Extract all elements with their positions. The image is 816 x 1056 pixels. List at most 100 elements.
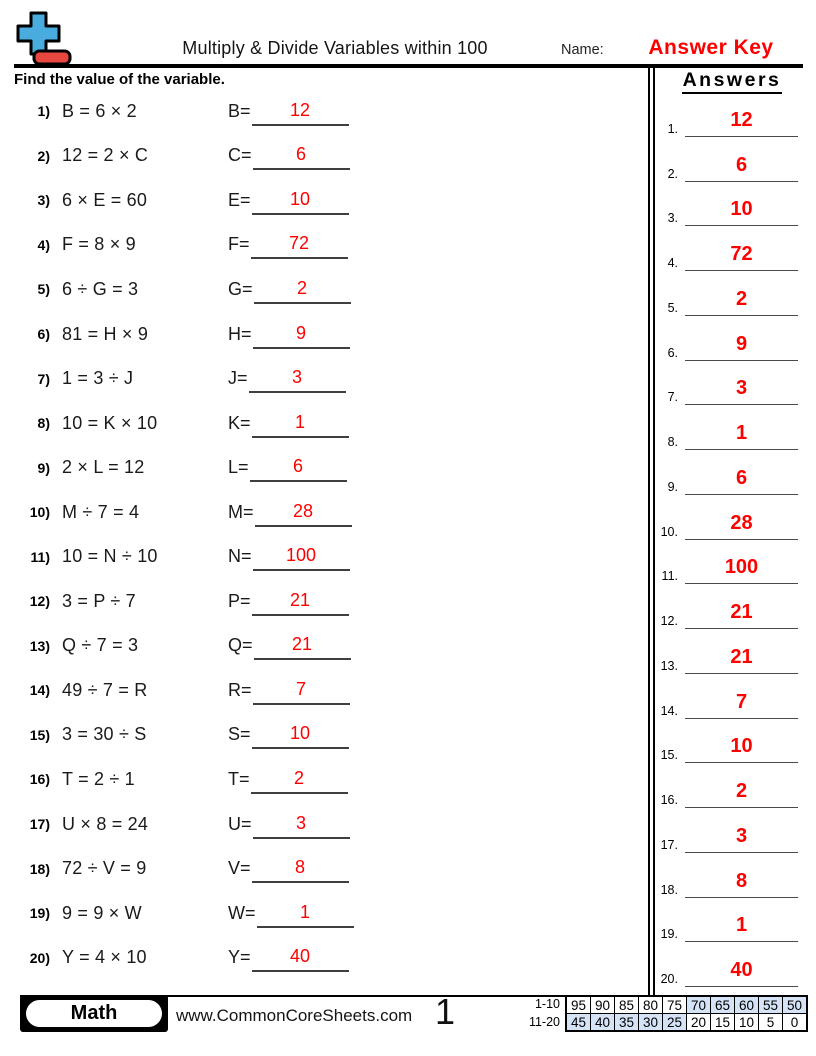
answer-item: 16. 2 [652, 763, 802, 808]
problem-equation: 3 = P ÷ 7 [62, 590, 136, 611]
answer-blank-line: 12 [251, 97, 349, 126]
score-cell: 60 [735, 997, 759, 1014]
answer-item-line: 7 [685, 688, 798, 719]
answer-item-line: 9 [685, 330, 798, 361]
answer-item: 10. 28 [652, 495, 802, 540]
answer-item-line: 40 [685, 956, 798, 987]
variable-label: Y= [228, 947, 251, 968]
problem-row: 12) 3 = P ÷ 7 P= 21 [14, 579, 634, 624]
answers-heading: Answers [658, 69, 806, 94]
problem-row: 14) 49 ÷ 7 = R R= 7 [14, 668, 634, 713]
answer-item-number: 17. [660, 837, 678, 852]
score-cell: 10 [735, 1014, 759, 1030]
variable-label: J= [228, 368, 248, 389]
score-cell: 30 [639, 1014, 663, 1030]
answer-item-number: 9. [667, 479, 678, 494]
problem-equation: 10 = K × 10 [62, 412, 158, 433]
answer-item: 5. 2 [652, 271, 802, 316]
problem-equation: 1 = 3 ÷ J [62, 368, 134, 389]
answer-item-line: 6 [685, 464, 798, 495]
score-cell: 75 [663, 997, 687, 1014]
problem-number: 12) [29, 593, 50, 610]
variable-label: L= [228, 457, 249, 478]
answer-item: 9. 6 [652, 450, 802, 495]
score-row: 95 90 85 80 75 70 65 60 55 50 [567, 997, 806, 1014]
problem-equation: 2 × L = 12 [62, 457, 145, 478]
answer-item-number: 10. [660, 524, 678, 539]
answers-column-divider [648, 67, 655, 996]
variable-label: C= [228, 145, 252, 166]
problem-equation: Y = 4 × 10 [62, 947, 147, 968]
score-cell: 85 [615, 997, 639, 1014]
score-cell: 40 [591, 1014, 615, 1030]
problem-equation: B = 6 × 2 [62, 100, 137, 121]
problem-row: 1) B = 6 × 2 B= 12 [14, 89, 634, 134]
answer-blank-line: 21 [253, 631, 351, 661]
problem-number: 18) [29, 860, 50, 877]
answer-item-line: 12 [685, 106, 798, 137]
variable-label: R= [228, 679, 252, 700]
problem-number: 2) [37, 147, 50, 164]
answer-key-text: Answer Key [648, 36, 774, 59]
problem-row: 16) T = 2 ÷ 1 T= 2 [14, 757, 634, 802]
instruction-text: Find the value of the variable. [14, 71, 225, 88]
problem-row: 15) 3 = 30 ÷ S S= 10 [14, 713, 634, 758]
page-number: 1 [434, 991, 456, 1032]
answer-blank-line: 8 [251, 854, 349, 884]
problem-number: 15) [29, 726, 50, 743]
score-cell: 5 [759, 1014, 783, 1030]
problem-row: 20) Y = 4 × 10 Y= 40 [14, 935, 634, 980]
problem-number: 20) [29, 949, 50, 966]
problem-equation: 3 = 30 ÷ S [62, 724, 147, 745]
variable-label: N= [228, 546, 252, 567]
answer-item-line: 2 [685, 777, 798, 808]
answer-blank-line: 1 [251, 409, 349, 438]
answer-item: 6. 9 [652, 316, 802, 361]
answer-item: 12. 21 [652, 584, 802, 629]
problem-number: 1) [37, 103, 50, 120]
problem-row: 6) 81 = H × 9 H= 9 [14, 312, 634, 357]
problem-row: 7) 1 = 3 ÷ J J= 3 [14, 356, 634, 401]
problem-equation: 72 ÷ V = 9 [62, 858, 147, 879]
answer-blank-line: 2 [253, 275, 351, 304]
problem-equation: F = 8 × 9 [62, 234, 136, 255]
problem-row: 4) F = 8 × 9 F= 72 [14, 223, 634, 268]
answer-blank-line: 3 [252, 810, 350, 839]
answer-item-line: 10 [685, 732, 798, 764]
score-cell: 20 [687, 1014, 711, 1030]
problem-number: 5) [37, 281, 50, 298]
problem-equation: 6 ÷ G = 3 [62, 278, 139, 299]
answer-item-number: 20. [660, 972, 678, 986]
answer-item-number: 13. [660, 658, 678, 673]
problem-row: 9) 2 × L = 12 L= 6 [14, 445, 634, 490]
problem-row: 8) 10 = K × 10 K= 1 [14, 401, 634, 446]
answer-blank-line: 6 [252, 141, 350, 171]
score-row: 45 40 35 30 25 20 15 10 5 0 [567, 1014, 806, 1030]
variable-label: M= [228, 501, 254, 522]
answer-item-number: 15. [660, 748, 678, 763]
variable-label: E= [228, 189, 251, 210]
answer-item-line: 21 [685, 598, 798, 629]
answer-item-number: 2. [667, 166, 678, 181]
answer-item-line: 3 [685, 822, 798, 853]
problem-number: 11) [30, 548, 50, 565]
score-range-labels: 1-10 11-20 [487, 996, 560, 1031]
answer-item-number: 5. [667, 300, 678, 315]
answer-item-number: 11. [661, 569, 678, 584]
answer-blank-line: 10 [251, 720, 349, 750]
score-cell: 55 [759, 997, 783, 1014]
problem-equation: 9 = 9 × W [62, 902, 142, 923]
answer-item-number: 1. [667, 121, 678, 136]
problem-number: 6) [37, 326, 50, 342]
score-cell: 0 [790, 1014, 799, 1030]
math-badge-label: Math [26, 1000, 162, 1027]
variable-label: W= [228, 902, 256, 923]
answer-item-line: 28 [685, 509, 798, 540]
problem-row: 3) 6 × E = 60 E= 10 [14, 178, 634, 223]
answer-item-line: 100 [685, 553, 798, 585]
answer-item: 8. 1 [652, 405, 802, 450]
problem-equation: 49 ÷ 7 = R [62, 679, 148, 700]
problem-row: 5) 6 ÷ G = 3 G= 2 [14, 267, 634, 312]
score-cell: 25 [663, 1014, 687, 1030]
